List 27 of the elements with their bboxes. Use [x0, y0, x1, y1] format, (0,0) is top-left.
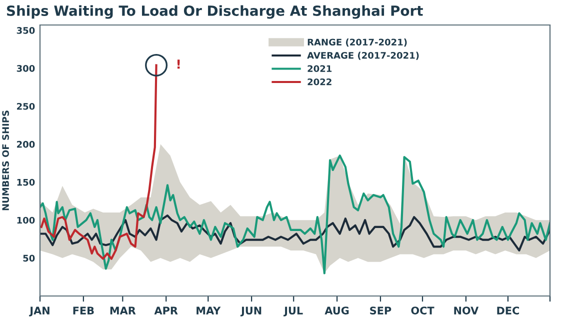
legend-label: 2022	[308, 78, 332, 86]
x-tick-label: AUG	[324, 306, 349, 314]
y-tick-label: 200	[17, 140, 35, 148]
annotation: !	[177, 60, 180, 69]
y-tick-label: 300	[16, 65, 35, 72]
y-tick-label: 50	[23, 254, 35, 262]
legend-label: 2021	[308, 65, 332, 72]
x-tick-label: SEP	[370, 306, 392, 314]
legend-label: RANGE (2017-2021)	[308, 38, 407, 47]
x-tick-label: NOV	[454, 306, 479, 314]
chart-title: Ships Waiting To Load Or Discharge At Shanghai Port	[6, 5, 423, 19]
y-tick-label: 150	[17, 178, 35, 186]
y-tick-label: 250	[17, 102, 35, 110]
x-tick-label: JUL	[284, 306, 303, 316]
x-tick-label: FEB	[73, 306, 94, 314]
x-tick-label: JAN	[29, 306, 50, 316]
x-tick-label: DEC	[497, 306, 520, 314]
y-axis-title: NUMBERS OF SHIPS	[2, 110, 9, 210]
legend-label: AVERAGE (2017-2021)	[307, 52, 419, 60]
x-tick-label: OCT	[411, 306, 434, 314]
x-tick-label: JUN	[240, 306, 262, 316]
x-tick-label: MAY	[196, 306, 221, 314]
x-tick-label: MAR	[110, 306, 136, 314]
line-series	[40, 214, 550, 252]
x-tick-label: APR	[154, 306, 178, 314]
y-tick-label: 350	[16, 27, 35, 34]
y-tick-label: 100	[17, 216, 35, 224]
